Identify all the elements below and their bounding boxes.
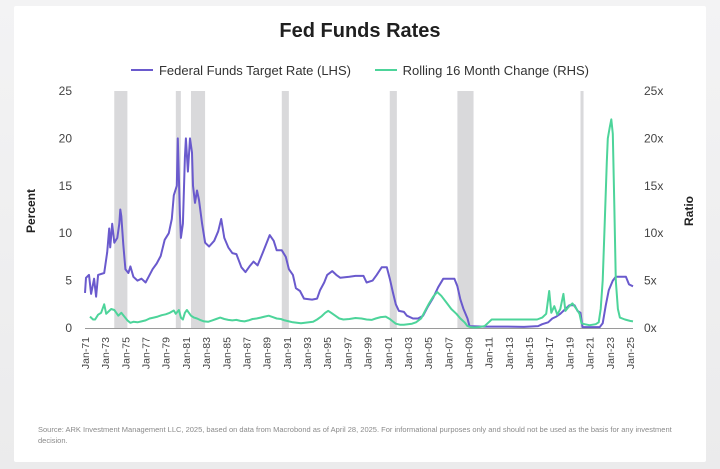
x-tick-label: Jan-05 (423, 337, 435, 369)
x-tick-label: Jan-77 (141, 337, 153, 369)
x-tick-label: Jan-13 (504, 337, 516, 369)
x-tick-label: Jan-07 (443, 337, 455, 369)
recession-band-5 (457, 91, 474, 328)
legend-swatch-rolling-change (374, 69, 397, 71)
legend-swatch-target-rate (130, 69, 153, 71)
x-tick-label: Jan-21 (585, 337, 597, 369)
left-tick-label: 0 (65, 321, 72, 335)
x-tick-label: Jan-09 (463, 337, 475, 369)
x-tick-label: Jan-03 (403, 337, 415, 369)
x-tick-label: Jan-23 (605, 337, 617, 369)
recession-band-3 (281, 91, 289, 328)
source-note: Source: ARK Investment Management LLC, 2… (38, 425, 672, 445)
x-tick-label: Jan-87 (241, 337, 253, 369)
x-tick-label: Jan-15 (524, 337, 536, 369)
x-tick-label: Jan-79 (161, 337, 173, 369)
left-tick-label: 5 (65, 274, 72, 288)
x-tick-label: Jan-83 (201, 337, 213, 369)
right-tick-label: 5x (644, 274, 657, 288)
x-tick-label: Jan-95 (322, 337, 334, 369)
x-tick-label: Jan-71 (80, 337, 92, 369)
x-tick-label: Jan-11 (484, 337, 496, 368)
x-tick-label: Jan-19 (564, 337, 576, 369)
chart-legend: Federal Funds Target Rate (LHS) Rolling … (14, 59, 706, 78)
right-tick-label: 20x (644, 131, 663, 145)
legend-item-rolling-change: Rolling 16 Month Change (RHS) (374, 62, 590, 78)
x-tick-label: Jan-01 (383, 337, 395, 369)
x-tick-label: Jan-99 (363, 337, 375, 369)
recession-band-4 (389, 91, 397, 328)
chart-card: Fed Funds Rates Federal Funds Target Rat… (14, 6, 706, 462)
legend-label-target-rate: Federal Funds Target Rate (LHS) (158, 62, 351, 78)
left-tick-label: 10 (59, 226, 73, 240)
right-tick-label: 10x (644, 226, 663, 240)
legend-label-rolling-change: Rolling 16 Month Change (RHS) (402, 62, 590, 78)
left-tick-label: 25 (59, 84, 73, 98)
right-tick-label: 25x (644, 84, 663, 98)
x-tick-label: Jan-73 (100, 337, 112, 369)
x-tick-label: Jan-91 (282, 337, 294, 369)
series-line-target-rate (84, 137, 634, 329)
recession-band-1 (175, 91, 181, 328)
right-tick-label: 0x (644, 321, 657, 335)
x-tick-label: Jan-89 (262, 337, 274, 369)
x-tick-label: Jan-93 (302, 337, 314, 369)
x-tick-label: Jan-25 (625, 337, 637, 369)
chart-title: Fed Funds Rates (279, 20, 441, 42)
x-tick-label: Jan-75 (120, 337, 132, 369)
left-tick-label: 15 (59, 179, 73, 193)
x-tick-label: Jan-81 (181, 337, 193, 369)
left-tick-label: 20 (59, 131, 73, 145)
series-line-rolling-change (89, 118, 634, 329)
x-tick-label: Jan-17 (544, 337, 556, 369)
recession-band-6 (580, 91, 584, 328)
recession-band-2 (190, 91, 206, 328)
right-tick-label: 15x (644, 179, 663, 193)
x-tick-label: Jan-85 (221, 337, 233, 369)
legend-item-target-rate: Federal Funds Target Rate (LHS) (130, 62, 351, 78)
x-tick-label: Jan-97 (342, 337, 354, 369)
